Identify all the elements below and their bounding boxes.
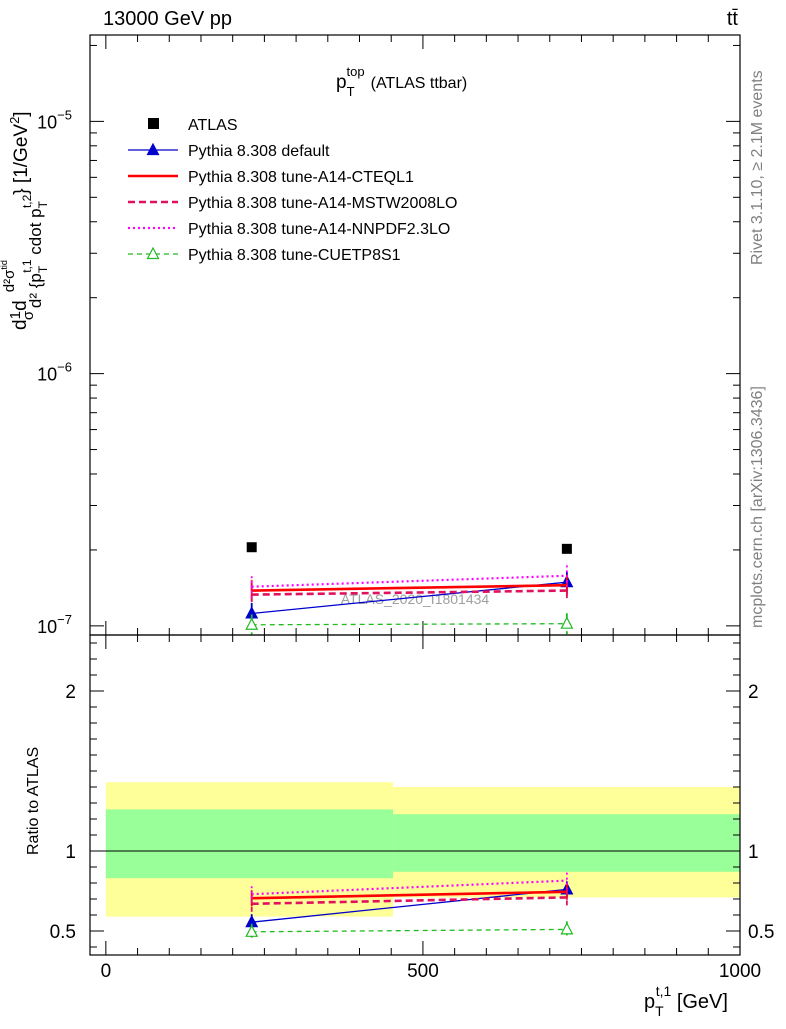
atlas-point-1 <box>561 543 572 554</box>
ylabel-l: t,2 <box>20 194 34 208</box>
ylabel-m: } [1/GeV <box>11 124 32 195</box>
legend-label-4: Pythia 8.308 tune-A14-NNPDF2.3LO <box>188 221 450 238</box>
ytick-base: 10 <box>37 617 57 637</box>
ratio-ylabel: Ratio to ATLAS <box>25 747 42 855</box>
title-sup: top <box>347 64 365 79</box>
legend: ATLAS Pythia 8.308 default Pythia 8.308 tu… <box>128 117 457 264</box>
xlabel: pTt,1 [GeV] <box>644 983 728 1019</box>
main-ylabel: d1σdd²σtidd² {pTt,1 cdot pTt,2} [1/GeV2] <box>0 111 50 330</box>
ylabel-b: 1 <box>7 311 24 319</box>
main-panel: 10−710−610−5 <box>37 34 741 637</box>
legend-label-0: ATLAS <box>188 117 238 134</box>
band-inner-1 <box>393 814 740 872</box>
main-title: pTtop (ATLAS ttbar) <box>336 64 467 99</box>
ytick-exponent: −6 <box>57 360 72 375</box>
atlas-point-0 <box>246 542 257 553</box>
legend-marker-5 <box>146 246 160 260</box>
xlabel-sup: t,1 <box>656 983 672 999</box>
title-tail: (ATLAS ttbar) <box>371 75 468 92</box>
legend-label-1: Pythia 8.308 default <box>188 143 330 160</box>
ratio-ytick-label-left-0: 0.5 <box>50 922 76 943</box>
xlabel-tail: [GeV] <box>671 991 728 1013</box>
ratio-marker-4-1 <box>560 922 574 935</box>
ratio-ytick-label-right-2: 2 <box>748 682 759 703</box>
main-series-line-5 <box>251 623 567 626</box>
xtick-label-0: 0 <box>101 961 112 982</box>
ylabel-a: d <box>10 319 31 330</box>
ylabel-f: tid <box>0 260 9 270</box>
legend-label-2: Pythia 8.308 tune-A14-CTEQL1 <box>188 169 414 186</box>
main-series-line-3 <box>251 589 567 596</box>
legend-label-5: Pythia 8.308 tune-CUETP8S1 <box>188 247 401 264</box>
xtick-label-2: 1000 <box>719 961 761 982</box>
legend-marker-atlas <box>148 118 159 129</box>
main-ytick-label-2: 10−5 <box>37 107 72 132</box>
main-ytick-label-1: 10−6 <box>37 360 72 385</box>
main-marker-5-1 <box>560 616 574 629</box>
ylabel-n: 2 <box>7 117 22 124</box>
ratio-ytick-label-right-1: 1 <box>748 842 759 863</box>
ylabel-j: cdot p <box>26 208 45 259</box>
ratio-series-line-0 <box>251 888 567 923</box>
ratio-ytick-label-right-0: 0.5 <box>748 922 774 943</box>
header-left: 13000 GeV pp <box>103 8 232 30</box>
ratio-panel: 0 500 1000 0.5 0.5 1 1 2 2 <box>50 634 774 982</box>
title-main: p <box>336 72 347 93</box>
ylabel-e: d²σ <box>1 269 18 292</box>
analysis-watermark: ATLAS_2020_I1801434 <box>341 591 490 607</box>
band-inner-0 <box>105 809 394 879</box>
main-marker-5-0 <box>245 617 259 630</box>
ylabel-k: T <box>36 200 50 208</box>
ytick-base: 10 <box>37 112 57 132</box>
ylabel-g: d² {p <box>26 273 45 308</box>
mcplots-label: mcplots.cern.ch [arXiv:1306.3436] <box>749 386 766 628</box>
ylabel-d: d <box>10 300 31 311</box>
main-series-line-2 <box>251 583 567 592</box>
xtick-label-1: 500 <box>407 961 439 982</box>
rivet-label: Rivet 3.1.10, ≥ 2.1M events <box>749 70 766 265</box>
title-sub: T <box>347 84 355 99</box>
ratio-ytick-label-left-1: 1 <box>65 842 76 863</box>
ratio-ytick-label-left-2: 2 <box>65 682 76 703</box>
xlabel-main: p <box>644 991 655 1013</box>
ytick-exponent: −5 <box>57 107 72 122</box>
header-right: tt̄ <box>727 8 739 30</box>
ytick-exponent: −7 <box>57 612 72 627</box>
ylabel-o: ] <box>11 111 32 116</box>
ratio-series-line-2 <box>251 896 567 906</box>
main-ytick-label-0: 10−7 <box>37 612 72 637</box>
ylabel-h: T <box>36 265 50 273</box>
main-series-line-1 <box>251 581 567 615</box>
ratio-series-line-1 <box>251 890 567 900</box>
ratio-frame <box>89 634 741 956</box>
xlabel-sub: T <box>655 1003 664 1019</box>
ytick-base: 10 <box>37 365 57 385</box>
legend-label-3: Pythia 8.308 tune-A14-MSTW2008LO <box>188 195 457 212</box>
ratio-marker-4-0 <box>245 924 259 937</box>
ylabel-c: σ <box>20 310 37 320</box>
ratio-series-line-4 <box>251 928 567 933</box>
legend-marker-1 <box>146 142 160 156</box>
ylabel-i: t,1 <box>20 259 34 273</box>
